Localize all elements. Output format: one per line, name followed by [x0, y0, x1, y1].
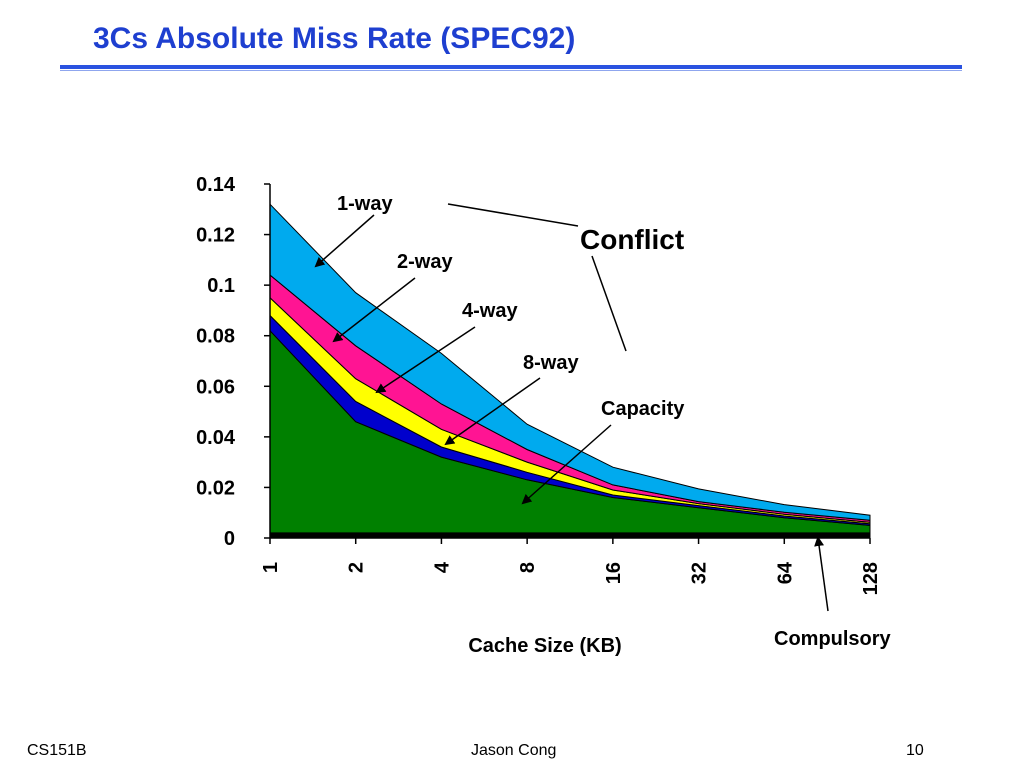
title-divider	[60, 65, 962, 69]
area-1-way	[269, 202, 871, 521]
y-tick-label: 0.14	[196, 174, 236, 196]
y-tick-label: 0.06	[196, 376, 235, 398]
footer-course: CS151B	[27, 742, 87, 759]
annotations: 1-way 2-way 4-way 8-way Conflict Capacit…	[337, 193, 892, 650]
y-tick-label: 0.1	[207, 275, 235, 297]
arrow-2-way	[332, 277, 416, 343]
label-4-way: 4-way	[462, 300, 518, 322]
x-axis-label: Cache Size (KB)	[468, 635, 621, 657]
footer-page-number: 10	[906, 742, 924, 759]
x-tick-label: 2	[346, 562, 368, 573]
label-compulsory: Compulsory	[774, 628, 892, 650]
stacked-areas	[269, 202, 871, 539]
x-tick-label: 8	[517, 562, 539, 573]
title-divider-shadow	[60, 70, 962, 71]
arrow-1-way	[314, 214, 375, 268]
label-conflict: Conflict	[580, 224, 684, 255]
slide-title: 3Cs Absolute Miss Rate (SPEC92)	[93, 22, 576, 55]
arrow-4-way	[375, 326, 476, 394]
annotation-arrows	[314, 203, 829, 612]
label-capacity: Capacity	[601, 398, 685, 420]
y-tick-label: 0.12	[196, 225, 235, 247]
x-tick-label: 128	[860, 562, 882, 595]
area-compulsory	[269, 532, 871, 539]
y-tick-label: 0.04	[196, 427, 236, 449]
x-tick-label: 64	[774, 561, 796, 584]
x-tick-label: 16	[603, 562, 625, 584]
chart-axes	[264, 183, 871, 544]
conflict-leader-bottom	[591, 255, 627, 352]
y-tick-label: 0.02	[196, 477, 235, 499]
x-tick-label: 4	[431, 561, 453, 573]
y-tick-label: 0.08	[196, 326, 235, 348]
y-tick-labels: 0 0.02 0.04 0.06 0.08 0.1 0.12 0.14	[196, 174, 236, 550]
x-tick-labels: 1 2 4 8 16 32 64 128	[260, 561, 882, 595]
x-tick-label: 1	[260, 562, 282, 573]
footer-author: Jason Cong	[471, 742, 557, 759]
conflict-leader-top	[447, 203, 579, 227]
arrow-compulsory	[814, 536, 829, 612]
label-8-way: 8-way	[523, 352, 579, 374]
label-1-way: 1-way	[337, 193, 393, 215]
label-2-way: 2-way	[397, 251, 453, 273]
x-tick-label: 32	[689, 562, 711, 584]
arrow-8-way	[444, 377, 541, 446]
arrow-capacity	[521, 424, 612, 505]
y-tick-label: 0	[224, 528, 235, 550]
